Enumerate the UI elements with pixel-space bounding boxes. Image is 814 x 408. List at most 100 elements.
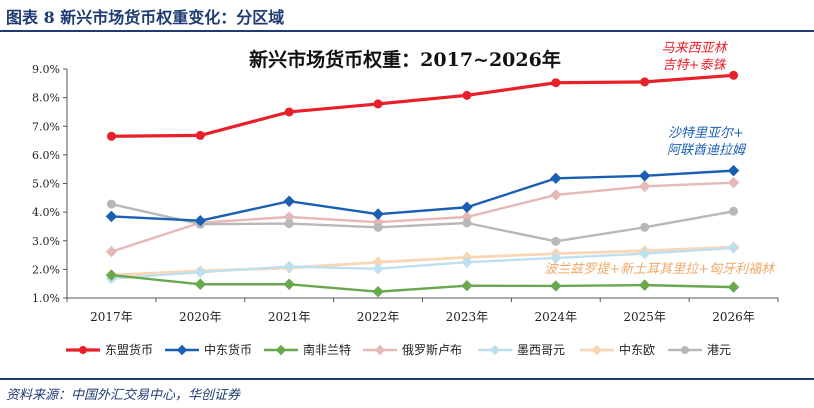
data-point xyxy=(550,172,562,185)
data-point xyxy=(638,170,651,182)
data-point xyxy=(373,222,383,232)
y-tick-label: 9.0% xyxy=(32,63,60,76)
legend-swatch-marker xyxy=(176,344,188,356)
legend-label: 南非兰特 xyxy=(303,342,351,357)
annotation-text: 波兰兹罗提+新土耳其里拉+匈牙利福林 xyxy=(544,261,776,277)
legend-item: 中东货币 xyxy=(165,342,252,357)
x-tick-label: 2017年 xyxy=(90,310,133,324)
data-point xyxy=(729,206,739,216)
data-point xyxy=(194,266,207,278)
legend-item: 南非兰特 xyxy=(264,342,351,357)
series-2 xyxy=(105,164,740,227)
data-point xyxy=(727,164,740,177)
chart-title: 新兴市场货币权重：2017~2026年 xyxy=(249,48,561,71)
data-point xyxy=(461,201,473,213)
x-tick-label: 2021年 xyxy=(268,310,311,324)
legend-item: 中东欧 xyxy=(580,342,655,357)
data-point xyxy=(638,180,651,193)
series-line xyxy=(111,202,734,243)
series-7 xyxy=(106,199,739,246)
x-tick-label: 2025年 xyxy=(623,310,666,324)
legend-swatch-marker xyxy=(591,344,603,356)
data-point xyxy=(372,263,384,275)
data-point xyxy=(551,236,561,246)
legend-item: 俄罗斯卢布 xyxy=(363,342,462,357)
data-point xyxy=(283,260,295,273)
data-point xyxy=(640,77,650,87)
y-tick-label: 4.0% xyxy=(32,206,60,219)
data-point xyxy=(461,279,473,292)
axes: 1.0% 2.0% 3.0% 4.0% 5.0% 6.0% 7.0% 8.0% 9.0% 2017… xyxy=(32,63,779,324)
series-1 xyxy=(106,70,739,141)
legend: 东盟货币 中东货币 南非兰特 俄罗斯卢布 墨西哥元 中东欧 港元 xyxy=(66,342,731,357)
y-tick-label: 7.0% xyxy=(32,120,60,133)
data-point xyxy=(462,90,472,100)
bottom-rule xyxy=(0,378,814,380)
data-point xyxy=(106,199,116,209)
legend-item: 港元 xyxy=(668,343,731,357)
legend-swatch-marker xyxy=(79,346,87,354)
annotation-text: 沙特里亚尔+ xyxy=(668,126,744,141)
data-point xyxy=(727,242,740,254)
data-point xyxy=(462,218,472,228)
annotation-text: 吉特+泰铢 xyxy=(663,58,727,73)
data-point xyxy=(729,70,739,80)
data-point xyxy=(550,189,562,201)
legend-swatch-marker xyxy=(374,344,386,356)
data-point xyxy=(640,222,650,232)
data-point xyxy=(106,131,116,141)
y-tick-label: 3.0% xyxy=(32,235,60,248)
data-point xyxy=(105,245,118,258)
data-point xyxy=(195,130,205,140)
x-tick-label: 2023年 xyxy=(446,310,489,324)
data-point xyxy=(372,285,384,298)
series-line xyxy=(111,246,734,280)
y-tick-label: 8.0% xyxy=(32,92,60,105)
data-point xyxy=(372,208,384,220)
series-line xyxy=(111,169,734,222)
series-line xyxy=(111,273,734,293)
data-point xyxy=(194,278,207,290)
y-tick-label: 1.0% xyxy=(32,292,60,305)
legend-swatch-marker xyxy=(275,344,287,356)
x-tick-label: 2022年 xyxy=(357,310,400,324)
data-point xyxy=(105,269,118,281)
x-tick-label: 2024年 xyxy=(535,310,578,324)
data-point xyxy=(551,78,561,88)
data-point xyxy=(461,256,473,268)
series-line xyxy=(111,181,734,253)
legend-label: 中东欧 xyxy=(619,342,655,357)
y-tick-label: 6.0% xyxy=(32,149,60,162)
x-tick-label: 2026年 xyxy=(712,310,755,324)
top-rule xyxy=(0,30,814,32)
data-point xyxy=(283,278,295,290)
data-point xyxy=(284,107,294,117)
data-point xyxy=(638,279,651,291)
series-line xyxy=(111,73,734,138)
data-point xyxy=(550,280,562,292)
legend-swatch-marker xyxy=(489,344,501,356)
legend-label: 俄罗斯卢布 xyxy=(402,342,462,357)
x-tick-label: 2020年 xyxy=(179,310,222,324)
data-point xyxy=(283,195,295,207)
line-chart: 新兴市场货币权重：2017~2026年 1.0% 2.0% 3.0% 4.0% 5.0%… xyxy=(32,41,779,357)
data-point xyxy=(727,281,740,293)
legend-label: 港元 xyxy=(707,343,731,357)
legend-item: 东盟货币 xyxy=(66,342,153,357)
annotation-text: 马来西亚林 xyxy=(661,41,728,56)
data-point xyxy=(550,252,562,264)
series-layer xyxy=(105,70,740,298)
data-point xyxy=(638,247,651,260)
y-tick-label: 2.0% xyxy=(32,263,60,276)
source-note: 资料来源：中国外汇交易中心，华创证券 xyxy=(6,388,241,403)
figure-title: 图表 8 新兴市场货币权重变化：分区域 xyxy=(6,8,285,27)
legend-item: 墨西哥元 xyxy=(478,343,565,357)
legend-label: 墨西哥元 xyxy=(517,343,565,357)
legend-swatch-marker xyxy=(681,346,689,354)
data-point xyxy=(284,219,294,229)
annotation-text: 阿联酋迪拉姆 xyxy=(667,142,747,158)
data-point xyxy=(727,176,740,189)
legend-label: 中东货币 xyxy=(204,342,252,357)
data-point xyxy=(194,215,207,227)
